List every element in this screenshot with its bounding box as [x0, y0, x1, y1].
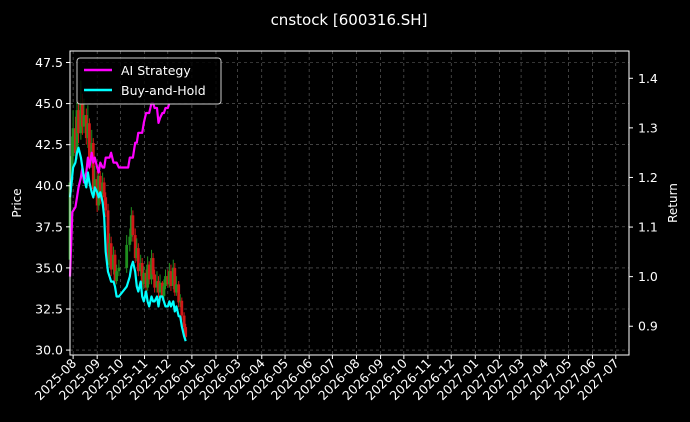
candle-body	[82, 115, 86, 127]
candle-body	[102, 182, 106, 198]
left-axis-label: Price	[10, 188, 24, 217]
candle-body	[173, 267, 177, 293]
buy-and-hold-line	[68, 146, 187, 342]
right-axis-label: Return	[666, 183, 680, 223]
left-tick-label: 42.5	[35, 137, 63, 152]
left-tick-label: 37.5	[35, 219, 63, 234]
candle-body	[150, 258, 153, 280]
candle-body	[113, 254, 117, 282]
candle-body	[164, 276, 167, 286]
right-tick-label: 1.4	[638, 71, 658, 86]
candle-body	[74, 128, 77, 153]
candle-body	[174, 284, 178, 293]
return-lines	[68, 101, 187, 342]
candle-body	[135, 248, 139, 259]
candle-body	[104, 197, 108, 211]
chart-title: cnstock [600316.SH]	[271, 11, 428, 29]
right-tick-label: 1.3	[638, 120, 658, 135]
candle-body	[109, 243, 113, 270]
legend-label-ai-strategy: AI Strategy	[121, 63, 191, 78]
candle-body	[139, 262, 143, 272]
left-y-axis: 30.0 32.5 35.0 37.5 40.0 42.5 45.0 47.5	[35, 55, 70, 358]
candle-body	[91, 143, 95, 190]
candle-body	[75, 110, 79, 153]
candle-body	[88, 123, 91, 162]
left-tick-label: 40.0	[35, 178, 63, 193]
candle-body	[162, 285, 166, 296]
candle-body	[155, 281, 159, 288]
left-tick-label: 47.5	[35, 55, 63, 70]
candle-body	[144, 272, 148, 288]
right-tick-label: 1.1	[638, 220, 658, 235]
candle-body	[101, 182, 105, 194]
candle-body	[158, 282, 162, 293]
legend: AI Strategy Buy-and-Hold	[76, 57, 222, 105]
candle-body	[98, 175, 102, 194]
candle-body	[157, 281, 160, 293]
candle-body	[171, 267, 175, 286]
right-tick-label: 0.9	[638, 319, 658, 334]
candle-body	[160, 282, 164, 296]
left-tick-label: 45.0	[35, 96, 63, 111]
left-tick-label: 35.0	[35, 260, 63, 275]
legend-label-buy-and-hold: Buy-and-Hold	[121, 83, 206, 98]
left-tick-label: 30.0	[35, 343, 63, 358]
candle-body	[147, 264, 151, 280]
right-tick-label: 1.2	[638, 170, 658, 185]
candle-body	[79, 103, 83, 134]
candle-body	[108, 243, 111, 265]
candle-body	[140, 262, 144, 285]
candle-body	[142, 272, 146, 285]
candle-body	[117, 267, 121, 272]
candle-body	[136, 248, 140, 272]
candle-body	[146, 264, 150, 288]
candle-body	[97, 175, 101, 206]
candle-body	[86, 123, 90, 139]
candle-body	[106, 210, 110, 265]
candle-body	[77, 110, 80, 134]
candle-body	[151, 258, 155, 275]
candle-body	[81, 103, 84, 127]
candle-body	[153, 274, 157, 288]
candle-body	[71, 128, 75, 157]
candle-body	[166, 276, 170, 285]
candle-body	[131, 215, 135, 236]
candle-body	[167, 271, 171, 285]
right-tick-label: 1.0	[638, 269, 658, 284]
legend-box	[76, 57, 222, 105]
candle-body	[115, 271, 118, 282]
candle-body	[84, 115, 88, 139]
x-axis: 2025-082025-092025-102025-112025-122026-…	[32, 355, 622, 403]
candle-body	[133, 235, 137, 259]
candle-body	[182, 315, 186, 328]
candle-body	[177, 284, 181, 303]
ai-strategy-line	[68, 101, 171, 277]
plot-frame	[69, 50, 630, 356]
right-y-axis: 0.9 1.0 1.1 1.2 1.3 1.4	[629, 71, 658, 334]
candle-body	[93, 179, 97, 190]
candle-body	[112, 254, 115, 270]
candle-body	[180, 300, 184, 316]
candle-body	[184, 327, 188, 337]
candle-body	[169, 271, 173, 286]
candle-body	[129, 215, 133, 237]
candle-body	[70, 156, 73, 183]
candle-body	[178, 300, 182, 303]
candle-body	[128, 236, 132, 245]
left-tick-label: 32.5	[35, 301, 63, 316]
candle-body	[125, 244, 129, 268]
